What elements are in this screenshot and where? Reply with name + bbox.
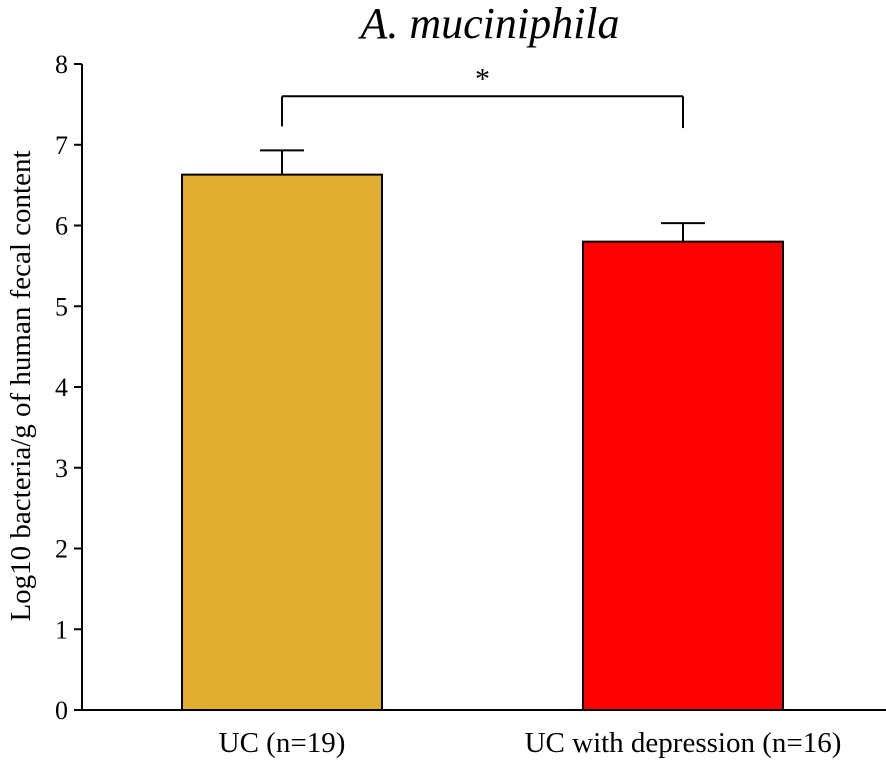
x-categories: UC (n=19) UC with depression (n=16) — [219, 727, 842, 759]
y-tick-label-5: 5 — [55, 292, 68, 321]
y-tick-label-2: 2 — [55, 535, 68, 564]
y-ticks: 0 1 2 3 4 5 6 7 8 — [55, 50, 82, 725]
y-tick-label-6: 6 — [55, 212, 68, 241]
chart-title: A. muciniphila — [357, 0, 619, 48]
bar-1 — [582, 240, 784, 711]
significance-bracket: * — [281, 62, 684, 129]
y-tick-label-4: 4 — [55, 373, 68, 402]
y-tick-label-8: 8 — [55, 50, 68, 79]
x-category-label-1: UC with depression (n=16) — [525, 727, 842, 759]
y-tick-label-0: 0 — [55, 696, 68, 725]
x-category-label-0: UC (n=19) — [219, 727, 346, 759]
bar-0 — [181, 173, 383, 711]
y-tick-label-3: 3 — [55, 454, 68, 483]
error-bars — [260, 149, 705, 242]
significance-label: * — [475, 62, 490, 95]
y-tick-label-7: 7 — [55, 131, 68, 160]
bars — [181, 173, 784, 711]
y-axis-label: Log10 bacteria/g of human fecal content — [5, 150, 37, 621]
y-tick-label-1: 1 — [55, 615, 68, 644]
